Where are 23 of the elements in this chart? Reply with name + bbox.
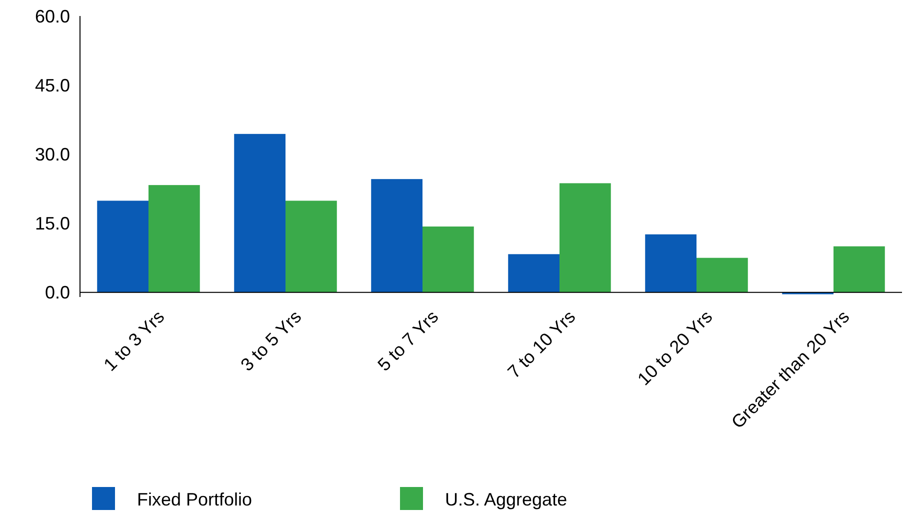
x-tick-label: 10 to 20 Yrs bbox=[634, 306, 716, 390]
legend-label: Fixed Portfolio bbox=[137, 489, 252, 510]
bar bbox=[148, 185, 200, 292]
bar bbox=[422, 226, 474, 292]
x-tick-label: 7 to 10 Yrs bbox=[504, 306, 580, 382]
x-tick-label: 5 to 7 Yrs bbox=[374, 306, 442, 375]
bar bbox=[834, 246, 885, 292]
bar bbox=[286, 200, 337, 292]
bar bbox=[97, 200, 148, 292]
y-tick-label: 60.0 bbox=[34, 6, 70, 26]
y-tick-label: 45.0 bbox=[34, 75, 70, 96]
y-tick-label: 15.0 bbox=[34, 214, 70, 234]
bar bbox=[371, 179, 422, 292]
bar bbox=[696, 258, 748, 292]
y-tick-label: 30.0 bbox=[34, 144, 70, 164]
bar bbox=[508, 254, 560, 292]
y-tick-label: 0.0 bbox=[44, 282, 70, 303]
x-tick-label: 3 to 5 Yrs bbox=[236, 306, 306, 375]
bar bbox=[234, 134, 286, 292]
bar bbox=[560, 183, 611, 292]
bar bbox=[645, 234, 696, 292]
x-tick-label: 1 to 3 Yrs bbox=[100, 306, 168, 375]
legend-label: U.S. Aggregate bbox=[445, 489, 568, 510]
